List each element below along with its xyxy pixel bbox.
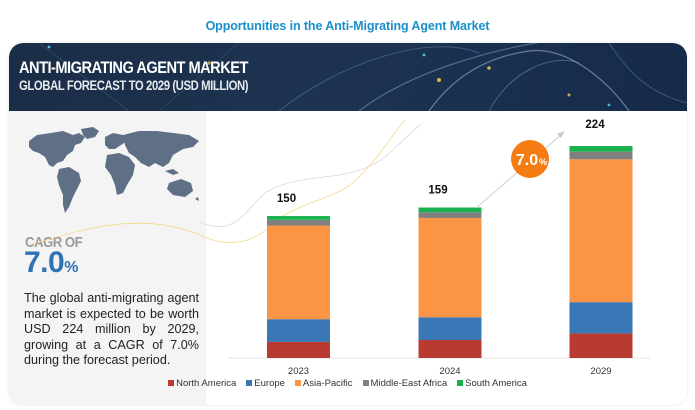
legend-swatch — [362, 380, 369, 386]
market-description: The global anti-migrating agent market i… — [24, 291, 199, 368]
bar-segment-europe-2023 — [267, 319, 330, 342]
summary-panel: CAGR OF 7.0% The global anti-migrating a… — [9, 111, 206, 405]
legend-label: South America — [465, 378, 527, 389]
cagr-arrow-head — [557, 131, 565, 138]
bar-segment-asia-pacific-2029 — [569, 159, 633, 303]
bar-segment-middle-east-africa-2024 — [418, 212, 482, 218]
world-map-icon — [29, 127, 199, 213]
total-label-2024: 159 — [428, 185, 447, 197]
x-tick-label-2029: 2029 — [590, 366, 611, 377]
legend-item-south-america: South America — [457, 378, 527, 389]
legend-swatch — [246, 380, 253, 386]
legend-item-asia-pacific: Asia-Pacific — [294, 378, 353, 389]
legend-item-north-america: North America — [168, 378, 236, 389]
banner-subtitle: GLOBAL FORECAST TO 2029 (USD MILLION) — [19, 78, 249, 93]
cagr-badge-circle — [511, 140, 549, 178]
x-tick-label-2023: 2023 — [288, 366, 309, 377]
banner-title: ANTI-MIGRATING AGENT MARKET — [19, 58, 248, 77]
page-title: Opportunities in the Anti-Migrating Agen… — [205, 19, 490, 33]
banner-light-streaks — [38, 43, 687, 111]
bar-segment-asia-pacific-2024 — [418, 217, 482, 318]
bar-segment-north-america-2024 — [418, 340, 482, 358]
bar-segment-asia-pacific-2023 — [267, 225, 330, 320]
banner: ANTI-MIGRATING AGENT MARKET GLOBAL FOREC… — [9, 43, 687, 111]
legend-swatch — [294, 380, 301, 386]
cagr-badge-percent: % — [539, 157, 547, 167]
bar-segment-south-america-2029 — [569, 146, 633, 152]
legend-item-middle-east-africa: Middle-East Africa — [362, 378, 448, 389]
cagr-value: 7.0% — [24, 246, 78, 280]
legend-swatch — [168, 380, 175, 386]
cagr-number: 7.0 — [24, 246, 65, 279]
bar-segment-south-america-2023 — [267, 216, 330, 220]
cagr-badge-value: 7.0 — [516, 152, 538, 169]
decorative-curve-yellow — [29, 119, 406, 246]
total-label-2029: 224 — [585, 119, 605, 131]
bar-segment-middle-east-africa-2023 — [267, 219, 330, 226]
legend-swatch — [457, 380, 464, 386]
bar-segment-europe-2029 — [569, 302, 633, 334]
bar-segment-north-america-2023 — [267, 341, 330, 358]
decorative-curve-gray — [199, 124, 421, 227]
total-label-2023: 150 — [277, 193, 296, 205]
x-tick-label-2024: 2024 — [439, 366, 460, 377]
legend-label: North America — [176, 378, 237, 389]
bar-segment-north-america-2029 — [569, 333, 633, 358]
bar-segment-south-america-2024 — [418, 207, 482, 213]
legend-label: Europe — [254, 378, 285, 389]
legend-item-europe: Europe — [246, 378, 285, 389]
chart-legend: North America Europe Asia-Pacific Middle-Ea… — [0, 378, 695, 389]
bar-segment-europe-2024 — [418, 317, 482, 341]
legend-label: Asia-Pacific — [302, 378, 353, 389]
cagr-label: CAGR OF — [25, 234, 83, 251]
bar-segment-middle-east-africa-2029 — [569, 151, 633, 160]
legend-label: Middle-East Africa — [370, 378, 448, 389]
cagr-percent-sign: % — [64, 259, 78, 276]
